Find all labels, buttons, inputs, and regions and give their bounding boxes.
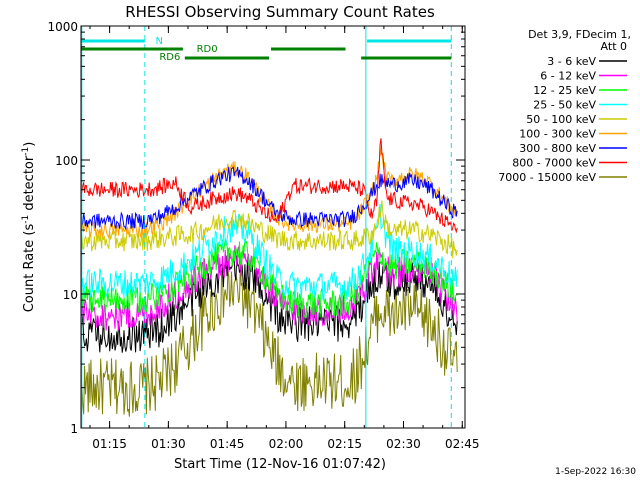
x-axis-label: Start Time (12-Nov-16 01:07:42)	[174, 457, 386, 472]
x-tick-label: 02:45	[445, 437, 480, 451]
chart-title: RHESSI Observing Summary Count Rates	[125, 3, 435, 21]
legend-item-label: 50 - 100 keV	[526, 113, 596, 126]
y-axis-label-exponent: -1	[21, 147, 31, 156]
y-axis-label-part: )	[22, 142, 37, 147]
x-tick-label: 01:30	[151, 437, 186, 451]
flag-bar-label: RD0	[197, 44, 218, 55]
legend-item-label: 12 - 25 keV	[533, 84, 596, 97]
y-axis-label-part: Count Rate (s	[22, 224, 37, 313]
series-line	[80, 138, 458, 234]
legend-item-label: 3 - 6 keV	[547, 55, 596, 68]
series-line	[80, 203, 458, 303]
footer-date: 1-Sep-2022 16:30	[555, 467, 636, 477]
x-tick-label: 02:00	[269, 437, 304, 451]
legend-item-label: 25 - 50 keV	[533, 99, 596, 112]
x-tick-label: 02:30	[386, 437, 421, 451]
y-tick-label: 1000	[47, 20, 78, 34]
plot-frame	[80, 25, 466, 429]
x-tick-label: 02:15	[327, 437, 362, 451]
legend-item-label: 100 - 300 keV	[519, 128, 596, 141]
series-line	[80, 263, 458, 417]
y-tick-label: 100	[55, 154, 78, 168]
y-axis-label: Count Rate (s-1 detector-1)	[21, 142, 37, 313]
legend-header-line: Det 3,9, FDecim 1,	[528, 28, 631, 41]
legend-item-label: 7000 - 15000 keV	[498, 171, 596, 184]
series-line	[80, 238, 458, 318]
x-tick-label: 01:15	[92, 437, 127, 451]
plot-layer: N RD0 RD6	[80, 26, 458, 428]
series-line	[80, 166, 458, 231]
legend-item-label: 300 - 800 keV	[519, 142, 596, 155]
y-axis-label-exponent: -1	[21, 215, 31, 224]
y-tick-label: 1	[70, 422, 78, 436]
flag-bar-label: RD6	[159, 52, 180, 63]
y-axis-label-part: detector	[22, 155, 37, 215]
legend-header-line: Att 0	[601, 40, 627, 53]
legend-item-label: 6 - 12 keV	[540, 70, 596, 83]
flag-bar-label: N	[155, 36, 162, 47]
y-tick-label: 10	[63, 288, 78, 302]
x-tick-label: 01:45	[210, 437, 245, 451]
y-axis: 1 10 100 1000	[47, 20, 465, 436]
legend-item-label: 800 - 7000 keV	[512, 157, 596, 170]
x-axis: 01:15 01:30 01:45 02:00 02:15 02:30 02:45	[89, 26, 480, 451]
legend: Det 3,9, FDecim 1, Att 0 3 - 6 keV 6 - 12…	[498, 28, 631, 184]
